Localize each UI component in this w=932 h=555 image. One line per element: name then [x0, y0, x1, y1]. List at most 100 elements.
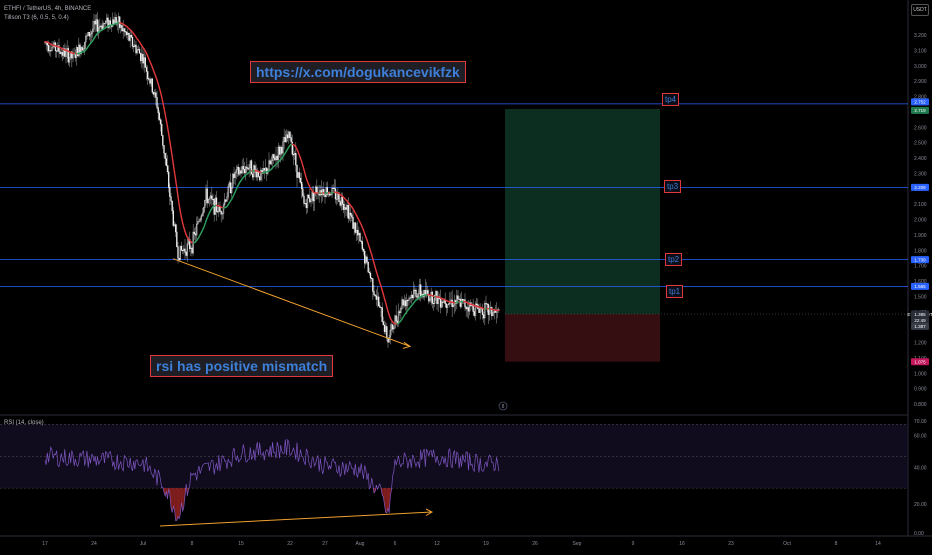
candle-body [440, 299, 441, 307]
candle-body [175, 225, 176, 232]
candle-body [407, 300, 408, 301]
candle-body [308, 195, 309, 198]
candle-body [281, 147, 282, 153]
candle-body [238, 167, 239, 174]
t3-segment [172, 156, 173, 164]
price-tick-label: 1.800 [914, 248, 927, 254]
candle-body [60, 52, 61, 54]
candle-body [255, 166, 256, 170]
t3-segment [164, 108, 165, 114]
t3-segment [163, 102, 164, 108]
candle-body [277, 156, 278, 160]
candle-body [225, 200, 226, 202]
candle-body [363, 249, 364, 251]
time-tick-label: 8 [191, 541, 194, 547]
candle-body [367, 257, 368, 262]
candle-body [382, 308, 383, 322]
rsi-tick-label: 0.00 [914, 531, 924, 537]
candle-body [185, 249, 186, 252]
candle-body [220, 207, 221, 211]
currency-badge[interactable]: USDT [911, 4, 929, 16]
candle-body [119, 17, 120, 28]
symbol-legend[interactable]: ETHFI / TetherUS, 4h, BINANCE [4, 6, 91, 12]
candle-body [351, 215, 352, 217]
candle-body [243, 166, 244, 169]
time-tick-label: 16 [679, 541, 685, 547]
candle-body [132, 37, 133, 46]
candle-body [364, 251, 365, 263]
candle-body [168, 172, 169, 188]
loss-zone [505, 314, 660, 362]
candle-body [129, 33, 130, 40]
price-tick-label: 2.900 [914, 79, 927, 85]
candle-body [113, 20, 114, 24]
candle-body [169, 188, 170, 197]
candle-body [101, 26, 102, 27]
price-tag-text: 1.387 [914, 324, 926, 329]
candle-body [375, 295, 376, 296]
time-tick-label: 23 [728, 541, 734, 547]
candle-body [62, 52, 63, 55]
candle-body [442, 302, 443, 303]
candle-body [483, 315, 484, 318]
candle-body [47, 43, 48, 45]
candle-body [392, 325, 393, 329]
candle-body [50, 50, 51, 51]
price-trend-arrow [173, 259, 410, 347]
candle-body [55, 43, 56, 51]
rsi-fill-seg [178, 488, 179, 519]
candle-body [306, 203, 307, 207]
candle-body [432, 292, 433, 303]
candle-body [186, 252, 187, 255]
t3-segment [173, 164, 174, 172]
candle-body [259, 177, 260, 180]
candle-body [459, 299, 460, 300]
candle-body [270, 161, 271, 164]
indicator-legend[interactable]: Tillson T3 (6, 0.5, 5, 0.4) [4, 15, 69, 21]
candle-body [251, 161, 252, 175]
candle-body [211, 196, 212, 200]
rsi-legend[interactable]: RSI (14, close) [4, 420, 44, 426]
rsi-fill-seg [176, 488, 177, 521]
price-tick-label: 1.900 [914, 233, 927, 239]
candle-body [264, 168, 265, 170]
candle-body [474, 311, 475, 315]
candle-body [293, 154, 294, 155]
url-callout: https://x.com/dogukancevikfzk [250, 61, 466, 83]
candle-body [302, 189, 303, 196]
candle-body [82, 47, 83, 50]
candle-body [122, 25, 123, 30]
time-tick-label: 27 [322, 541, 328, 547]
candle-body [462, 299, 463, 301]
candle-body [335, 189, 336, 199]
candle-body [396, 316, 397, 321]
candle-body [348, 205, 349, 218]
candle-body [381, 307, 382, 308]
t3-segment [169, 134, 170, 141]
candle-body [234, 174, 235, 178]
candle-body [131, 35, 132, 37]
candle-body [194, 232, 195, 234]
price-tick-label: 3.000 [914, 64, 927, 70]
candle-body [309, 198, 310, 202]
candle-body [379, 306, 380, 308]
rsi-tick-label: 20.00 [914, 502, 927, 508]
candle-body [290, 132, 291, 138]
candle-body [357, 230, 358, 235]
t3-segment [161, 92, 162, 97]
price-tick-label: 1.500 [914, 294, 927, 300]
candle-body [416, 290, 417, 296]
t3-segment [179, 205, 180, 212]
candle-body [139, 49, 140, 53]
candle-body [150, 80, 151, 84]
candle-body [342, 197, 343, 204]
candle-body [368, 262, 369, 272]
candle-body [412, 295, 413, 298]
time-tick-label: 6 [394, 541, 397, 547]
candle-body [291, 138, 292, 143]
candle-body [300, 178, 301, 182]
candle-body [126, 32, 127, 35]
candle-body [476, 304, 477, 305]
t3-segment [170, 141, 171, 148]
